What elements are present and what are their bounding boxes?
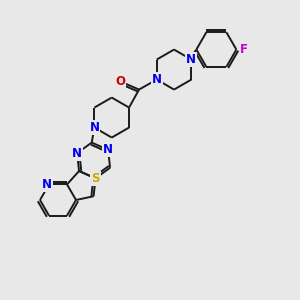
Text: N: N <box>72 147 82 160</box>
Text: N: N <box>186 53 197 66</box>
Text: N: N <box>103 143 113 156</box>
Text: S: S <box>91 172 100 185</box>
Text: N: N <box>152 73 162 86</box>
Text: N: N <box>42 178 52 191</box>
Text: F: F <box>240 43 248 56</box>
Text: N: N <box>89 121 99 134</box>
Text: O: O <box>115 75 125 88</box>
